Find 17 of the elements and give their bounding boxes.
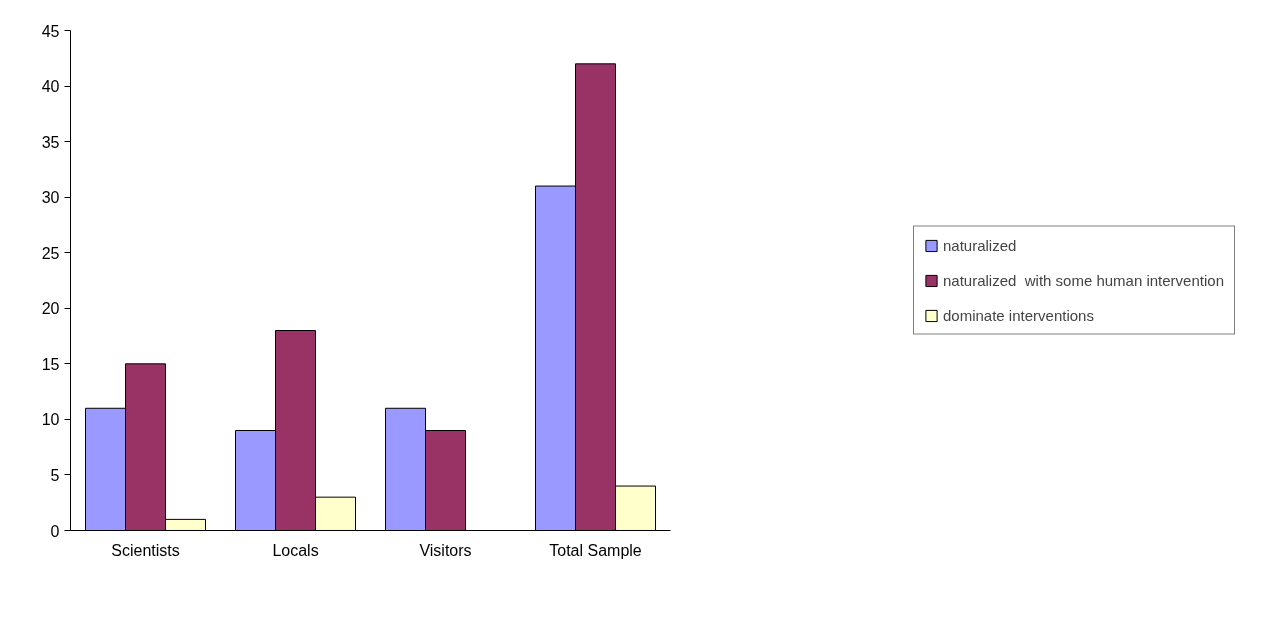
y-tick-label: 45 xyxy=(41,22,60,40)
y-tick-label: 25 xyxy=(41,244,60,262)
x-tick-label: Visitors xyxy=(419,541,472,559)
y-tick-label: 40 xyxy=(41,78,60,96)
legend-label: naturalized xyxy=(943,236,1017,254)
y-tick-label: 35 xyxy=(41,133,60,151)
y-tick-label: 20 xyxy=(41,300,60,318)
x-tick-label: Locals xyxy=(272,541,319,559)
y-tick-label: 0 xyxy=(50,522,60,540)
x-tick-label: Total Sample xyxy=(549,541,642,559)
y-tick-label: 15 xyxy=(41,355,60,373)
x-tick-label: Scientists xyxy=(111,541,180,559)
y-tick-label: 10 xyxy=(41,411,60,429)
legend-label: dominate interventions xyxy=(943,306,1094,324)
y-tick-label: 30 xyxy=(41,189,60,207)
y-tick-label: 5 xyxy=(50,466,60,484)
legend-label: naturalized with some human intervention xyxy=(943,271,1224,289)
